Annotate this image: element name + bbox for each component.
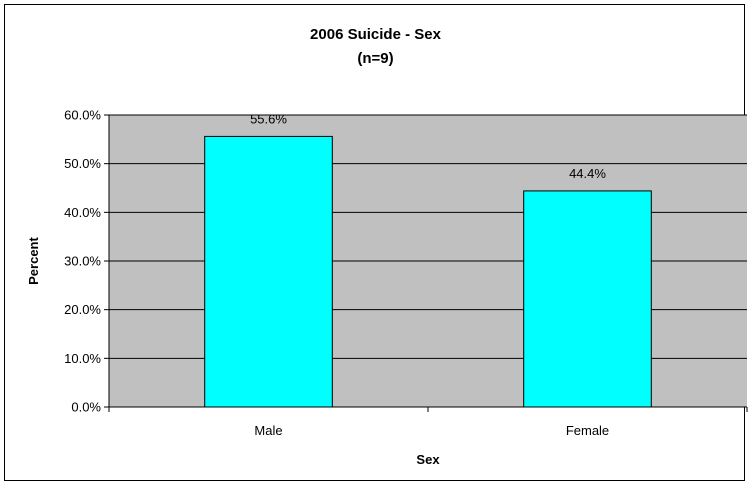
data-label: 44.4% (569, 166, 606, 181)
y-tick-label: 0.0% (71, 400, 101, 415)
y-tick-label: 60.0% (64, 108, 101, 123)
x-axis: Male Female (108, 406, 748, 438)
y-tick-label: 10.0% (64, 351, 101, 366)
y-tick-label: 30.0% (64, 254, 101, 269)
bar-male (204, 135, 333, 408)
y-axis-title: Percent (26, 236, 41, 284)
x-tick-label: Male (254, 423, 282, 438)
chart-title: 2006 Suicide - Sex (310, 26, 441, 43)
x-tick-label: Female (566, 423, 609, 438)
bar-female (523, 190, 652, 408)
data-labels: 55.6% 44.4% (250, 111, 606, 181)
x-axis-title: Sex (416, 452, 440, 467)
y-tick-label: 50.0% (64, 156, 101, 171)
chart-subtitle: (n=9) (357, 50, 394, 67)
data-label: 55.6% (250, 111, 287, 126)
y-tick-label: 20.0% (64, 302, 101, 317)
y-axis: 0.0% 10.0% 20.0% 30.0% 40.0% 50.0% 60.0% (64, 108, 110, 415)
bars (204, 135, 652, 408)
y-tick-label: 40.0% (64, 205, 101, 220)
